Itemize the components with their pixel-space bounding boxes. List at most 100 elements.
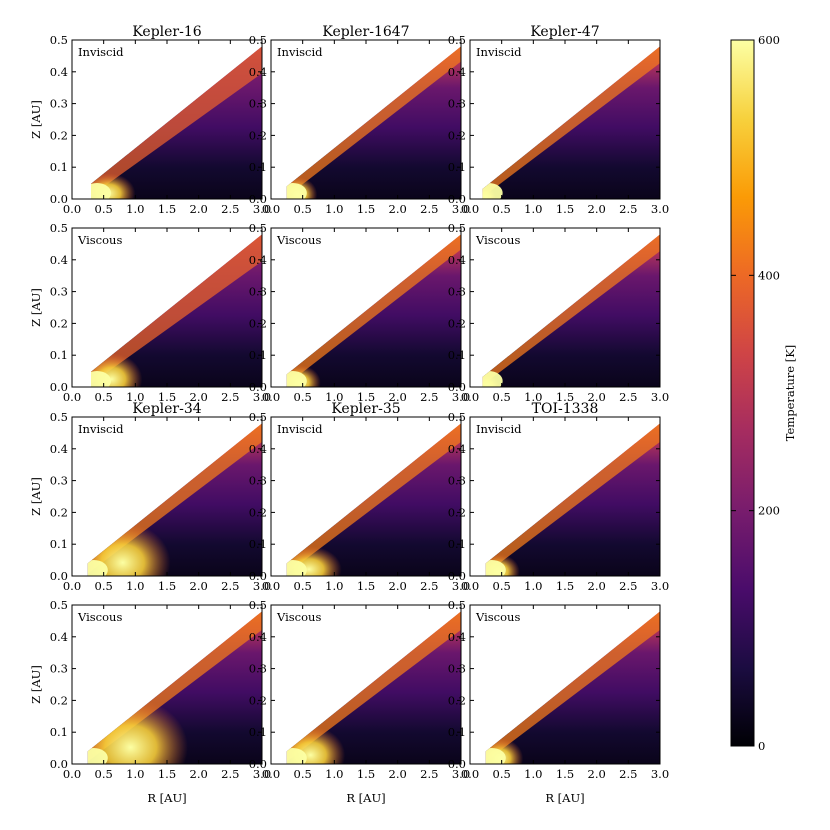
y-tick-label: 0.0	[50, 380, 68, 394]
regime-label: Inviscid	[78, 45, 124, 59]
y-tick-label: 0.3	[50, 474, 68, 488]
y-tick-label: 0.2	[50, 505, 68, 519]
x-tick-label: 1.0	[126, 767, 144, 781]
x-tick-label: 1.5	[158, 390, 176, 404]
x-tick-label: 3.0	[651, 767, 669, 781]
y-tick-label: 0.3	[249, 474, 267, 488]
surface-layer	[485, 611, 660, 762]
y-tick-label: 0.5	[249, 33, 267, 47]
temperature-map	[482, 234, 660, 387]
y-tick-label: 0.4	[448, 442, 466, 456]
y-tick-label: 0.4	[448, 253, 466, 267]
surface-layer	[482, 46, 660, 197]
y-tick-label: 0.4	[249, 442, 267, 456]
temperature-map	[485, 423, 660, 576]
y-tick-label: 0.2	[249, 128, 267, 142]
y-tick-label: 0.1	[50, 348, 68, 362]
y-tick-label: 0.5	[50, 410, 68, 424]
x-tick-label: 0.0	[262, 390, 280, 404]
y-tick-label: 0.0	[50, 569, 68, 583]
x-tick-label: 0.5	[95, 202, 113, 216]
x-tick-label: 0.5	[493, 767, 511, 781]
x-tick-label: 0.0	[262, 767, 280, 781]
x-tick-label: 0.0	[63, 579, 81, 593]
y-tick-label: 0.4	[50, 65, 68, 79]
x-tick-label: 1.0	[524, 767, 542, 781]
panel-12: 0.0 0.5 1.0 1.5 2.0 2.5 3.00.00.10.20.30.40.5V…	[448, 598, 669, 805]
y-tick-label: 0.0	[249, 192, 267, 206]
x-tick-label: 0.0	[461, 202, 479, 216]
x-tick-label: 2.0	[588, 767, 606, 781]
y-tick-label: 0.3	[448, 662, 466, 676]
regime-label: Inviscid	[277, 422, 323, 436]
colorbar-frame	[730, 39, 755, 747]
x-tick-label: 0.0	[262, 579, 280, 593]
temperature-map	[91, 234, 262, 387]
x-tick-label: 2.5	[619, 767, 637, 781]
x-tick-label: 2.5	[619, 202, 637, 216]
regime-label: Inviscid	[277, 45, 323, 59]
x-tick-label: 0.5	[294, 579, 312, 593]
x-tick-label: 2.0	[389, 390, 407, 404]
x-tick-label: 3.0	[651, 390, 669, 404]
x-tick-label: 3.0	[253, 390, 271, 404]
y-tick-label: 0.2	[448, 316, 466, 330]
x-tick-label: 1.0	[524, 202, 542, 216]
x-tick-label: 1.5	[556, 202, 574, 216]
x-tick-label: 1.5	[158, 579, 176, 593]
y-tick-label: 0.4	[249, 253, 267, 267]
x-axis-label: R [AU]	[346, 791, 385, 805]
colorbar-tick-label: 0	[758, 739, 765, 753]
y-tick-label: 0.2	[448, 693, 466, 707]
temperature-map	[286, 234, 461, 387]
y-tick-label: 0.2	[249, 505, 267, 519]
x-tick-label: 0.5	[294, 202, 312, 216]
x-tick-label: 1.5	[158, 202, 176, 216]
x-tick-label: 0.5	[95, 767, 113, 781]
regime-label: Inviscid	[78, 422, 124, 436]
x-tick-label: 0.0	[461, 390, 479, 404]
colorbar: 0 200 400 600 Temperature [K]	[730, 33, 797, 753]
panel-title: Kepler-35	[331, 401, 400, 417]
panel-8: 0.0 0.5 1.0 1.5 2.0 2.5 3.00.00.10.20.30.40.5 K…	[249, 401, 470, 593]
y-tick-label: 0.1	[50, 537, 68, 551]
temperature-field	[286, 423, 461, 576]
panel-title: TOI-1338	[532, 401, 599, 417]
y-tick-label: 0.3	[249, 285, 267, 299]
y-tick-label: 0.0	[50, 192, 68, 206]
y-tick-label: 0.3	[249, 662, 267, 676]
inner-rim	[482, 183, 503, 199]
y-tick-label: 0.3	[448, 285, 466, 299]
y-tick-label: 0.2	[50, 316, 68, 330]
temperature-field	[482, 46, 660, 199]
panel-7: 0.0 0.5 1.0 1.5 2.0 2.5 3.00.00.10.20.30.40.5 K…	[29, 401, 271, 593]
y-tick-label: 0.5	[50, 598, 68, 612]
x-axis-label: R [AU]	[545, 791, 584, 805]
y-tick-label: 0.1	[448, 725, 466, 739]
x-tick-label: 2.5	[619, 390, 637, 404]
regime-label: Viscous	[77, 233, 122, 247]
y-tick-label: 0.2	[50, 693, 68, 707]
x-tick-label: 3.0	[651, 202, 669, 216]
x-tick-label: 1.0	[126, 390, 144, 404]
x-tick-label: 1.0	[524, 579, 542, 593]
panel-title: Kepler-1647	[322, 24, 409, 40]
y-tick-label: 0.1	[50, 160, 68, 174]
x-tick-label: 0.0	[63, 390, 81, 404]
x-tick-label: 0.5	[493, 579, 511, 593]
regime-label: Inviscid	[476, 422, 522, 436]
y-axis-label: Z [AU]	[29, 477, 43, 516]
temperature-field	[485, 423, 660, 576]
temperature-field	[286, 611, 461, 764]
temperature-map	[286, 423, 461, 576]
x-tick-label: 1.0	[325, 390, 343, 404]
colorbar-tick-label: 600	[758, 33, 780, 47]
x-tick-label: 0.0	[63, 767, 81, 781]
x-tick-label: 3.0	[452, 390, 470, 404]
y-tick-label: 0.4	[50, 442, 68, 456]
panel-3: 0.0 0.5 1.0 1.5 2.0 2.5 3.00.00.10.20.30.40.5 K…	[448, 24, 669, 216]
surface-layer	[286, 611, 461, 762]
y-tick-label: 0.4	[448, 630, 466, 644]
x-tick-label: 2.5	[420, 767, 438, 781]
y-tick-label: 0.5	[249, 410, 267, 424]
